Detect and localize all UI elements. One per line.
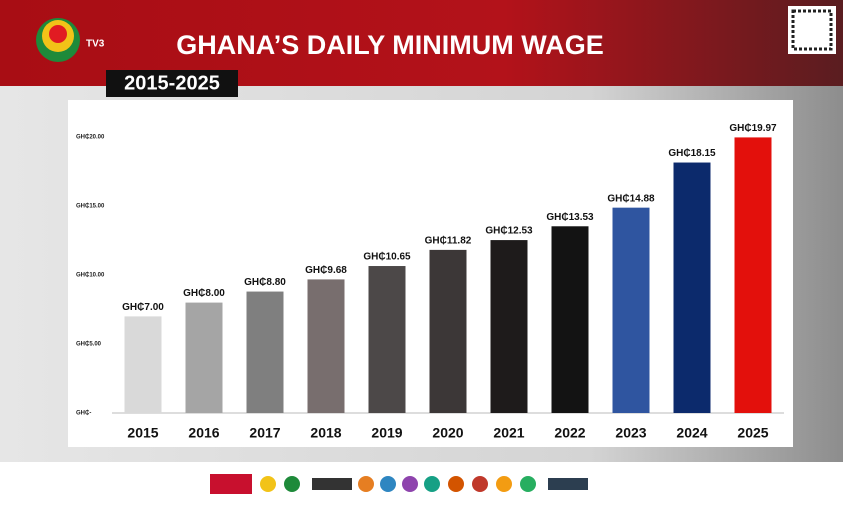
value-label: GH₵10.65 — [363, 251, 411, 263]
x-tick-label: 2021 — [493, 425, 524, 441]
value-label: GH₵9.68 — [305, 264, 347, 276]
bar — [429, 249, 467, 413]
bar — [307, 279, 345, 413]
bar — [246, 291, 284, 413]
value-label: GH₵8.00 — [183, 287, 225, 299]
logo: TV3 — [36, 18, 105, 62]
bar — [612, 207, 650, 413]
bar — [368, 266, 406, 413]
value-label: GH₵8.80 — [244, 276, 286, 288]
y-tick-label: GH₵- — [76, 411, 91, 417]
qr-pattern — [791, 9, 833, 51]
x-tick-label: 2025 — [737, 425, 768, 441]
y-tick-label: GH₵10.00 — [76, 273, 105, 279]
subtitle: 2015-2025 — [124, 72, 220, 94]
bar — [734, 137, 772, 413]
bar — [490, 240, 528, 413]
x-tick-label: 2024 — [676, 425, 707, 441]
x-tick-label: 2023 — [615, 425, 646, 441]
value-label: GH₵14.88 — [607, 192, 655, 204]
chart-title: GHANA’S DAILY MINIMUM WAGE — [176, 30, 604, 60]
bar — [124, 316, 162, 413]
x-tick-label: 2017 — [249, 425, 280, 441]
qr-code — [788, 6, 836, 54]
subtitle-box — [106, 70, 238, 97]
value-label: GH₵12.53 — [485, 225, 533, 237]
x-tick-label: 2022 — [554, 425, 585, 441]
footer — [0, 462, 843, 515]
x-tick-label: 2020 — [432, 425, 463, 441]
y-tick-label: GH₵20.00 — [76, 135, 105, 141]
y-tick-label: GH₵15.00 — [76, 204, 105, 210]
bar — [673, 162, 711, 413]
y-tick-label: GH₵5.00 — [76, 342, 102, 348]
value-label: GH₵18.15 — [668, 147, 716, 159]
x-tick-label: 2019 — [371, 425, 402, 441]
bar — [551, 226, 589, 413]
x-tick-label: 2016 — [188, 425, 219, 441]
brand: TV3 — [86, 39, 105, 50]
x-tick-label: 2015 — [127, 425, 158, 441]
value-label: GH₵11.82 — [425, 235, 472, 247]
value-label: GH₵7.00 — [122, 301, 164, 313]
bar — [185, 302, 223, 413]
sponsor-logos — [210, 474, 588, 494]
x-tick-label: 2018 — [310, 425, 341, 441]
value-label: GH₵19.97 — [729, 122, 777, 134]
value-label: GH₵13.53 — [546, 211, 594, 223]
